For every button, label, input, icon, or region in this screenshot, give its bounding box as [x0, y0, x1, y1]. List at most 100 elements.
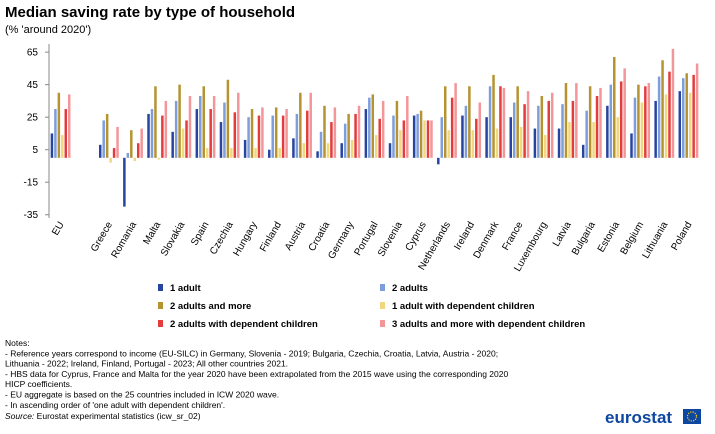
bar — [309, 92, 312, 158]
bar — [454, 83, 457, 158]
bar — [550, 92, 554, 158]
bar — [209, 109, 212, 158]
x-tick-label: Latvia — [551, 220, 574, 249]
legend-label: 1 adult — [170, 283, 201, 294]
bar — [381, 100, 385, 158]
logo-stars — [686, 411, 698, 422]
bar — [475, 118, 478, 158]
bar — [188, 96, 192, 158]
y-tick-label: -15 — [24, 178, 39, 189]
bar — [299, 92, 302, 158]
note-line: - In ascending order of 'one adult with … — [5, 400, 225, 410]
bar — [205, 148, 209, 158]
bar — [478, 102, 482, 158]
bar — [450, 97, 454, 158]
bar — [519, 126, 523, 158]
bar — [630, 133, 633, 158]
bar — [640, 102, 644, 158]
x-tick-label: Poland — [669, 220, 694, 252]
bar — [157, 157, 161, 160]
bar — [644, 86, 647, 158]
source-label: Source: — [5, 411, 35, 421]
bar — [375, 135, 378, 158]
bar — [623, 68, 626, 158]
note-line: HICP coefficients. — [5, 379, 72, 389]
bar — [112, 148, 116, 158]
bar — [226, 79, 230, 158]
x-tick-label: Croatia — [307, 220, 333, 254]
bar — [485, 117, 488, 158]
bar — [526, 91, 530, 158]
bar — [499, 86, 502, 158]
bar — [440, 117, 444, 158]
bar — [447, 130, 450, 158]
x-tick-label: Hungary — [231, 220, 259, 258]
bar — [692, 74, 695, 158]
bar — [688, 92, 692, 158]
bar — [488, 86, 492, 158]
bar — [423, 120, 426, 158]
bar — [295, 113, 299, 158]
bar — [378, 118, 381, 158]
bar — [678, 91, 682, 158]
bar — [412, 115, 416, 158]
bar — [274, 107, 278, 158]
y-tick-label: 25 — [27, 113, 39, 124]
bar — [540, 96, 544, 158]
x-tick-label: EU — [50, 220, 66, 238]
bar — [195, 109, 199, 158]
bar — [340, 143, 343, 158]
y-tick-label: 65 — [27, 48, 39, 59]
bar — [323, 105, 326, 158]
bar — [219, 122, 223, 158]
bar — [98, 144, 102, 158]
note-line: - Reference years correspond to income (… — [5, 348, 498, 358]
bar — [571, 100, 575, 158]
legend-swatch — [158, 302, 163, 309]
bar — [492, 74, 495, 158]
bar — [609, 84, 613, 158]
note-line: - EU aggregate is based on the 25 countr… — [5, 390, 279, 400]
bar — [581, 144, 585, 158]
bar — [261, 107, 264, 158]
bar — [495, 128, 499, 158]
legend-label: 2 adults with dependent children — [170, 319, 318, 330]
y-tick-label: 5 — [32, 145, 38, 156]
bar — [343, 123, 347, 158]
bar — [147, 113, 150, 158]
x-tick-label: Bulgaria — [570, 220, 598, 258]
bar — [64, 109, 68, 158]
x-tick-label: Austria — [283, 220, 308, 253]
x-tick-label: Slovakia — [159, 220, 188, 259]
bar — [268, 149, 271, 158]
legend-swatch — [380, 320, 385, 327]
bar — [516, 86, 519, 158]
bar — [57, 92, 61, 158]
bar — [664, 94, 668, 158]
bar — [140, 128, 143, 158]
bar — [126, 152, 130, 158]
bar — [102, 120, 105, 158]
bar — [399, 130, 402, 158]
bar — [285, 109, 288, 158]
bar — [199, 96, 202, 158]
bar — [592, 122, 595, 158]
bar — [613, 57, 616, 158]
bar — [606, 105, 609, 158]
source-text: Eurostat experimental statistics (icw_sr… — [37, 411, 201, 421]
bar — [512, 102, 516, 158]
bar — [212, 96, 216, 158]
bar — [585, 110, 588, 158]
bar — [319, 131, 323, 158]
bar — [588, 86, 592, 158]
bar — [561, 104, 564, 158]
bar — [364, 109, 368, 158]
legend-label: 2 adults and more — [170, 301, 251, 312]
y-tick-label: -35 — [24, 210, 39, 221]
bar — [461, 115, 464, 158]
bar — [430, 120, 433, 158]
bar — [633, 97, 637, 158]
note-line: Lithuania - 2022; Ireland, Finland, Port… — [5, 359, 288, 369]
bar — [502, 87, 506, 158]
logo-flag — [683, 409, 701, 424]
